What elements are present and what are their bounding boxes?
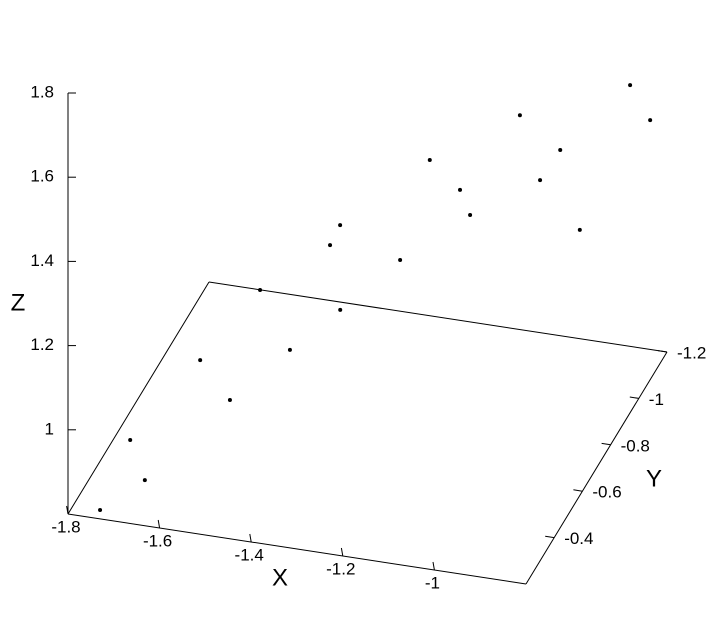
y-tick-label: -0.6 (592, 483, 621, 502)
z-tick-label: 1.6 (30, 167, 54, 186)
point (198, 358, 203, 363)
x-tick (66, 505, 69, 515)
base-left-edge (67, 281, 210, 515)
point (458, 187, 463, 192)
y-tick-label: -1 (649, 390, 664, 409)
point (628, 83, 633, 88)
y-tick (657, 350, 668, 353)
y-tick (601, 442, 611, 446)
point (258, 288, 263, 293)
x-tick-label: -1.8 (51, 517, 80, 536)
y-tick (629, 396, 639, 399)
y-tick-label: -1.2 (677, 343, 706, 362)
x-tick (157, 519, 161, 529)
point (338, 307, 343, 312)
point (98, 508, 103, 513)
z-tick-label: 1.2 (30, 335, 54, 354)
point (538, 178, 543, 183)
x-tick (432, 561, 435, 571)
x-tick (340, 547, 344, 557)
point (328, 243, 333, 248)
base-back-edge (208, 281, 668, 353)
point (142, 478, 147, 483)
x-tick-label: -1.4 (235, 545, 264, 564)
z-tick-label: 1 (45, 419, 54, 438)
point (558, 147, 563, 152)
x-axis-line (67, 513, 527, 585)
x-tick-label: -1.6 (143, 531, 172, 550)
y-tick-label: -0.8 (621, 436, 650, 455)
point (517, 113, 522, 118)
point (227, 398, 232, 403)
point (287, 347, 292, 352)
x-tick-label: -1.2 (326, 559, 355, 578)
z-tick-label: 1.4 (30, 251, 54, 270)
point (468, 213, 473, 218)
point (128, 438, 133, 443)
y-tick (573, 489, 583, 492)
y-tick-label: -0.4 (564, 529, 593, 548)
point (577, 227, 582, 232)
point (398, 257, 403, 262)
z-axis-label: Z (11, 289, 26, 316)
x-tick (249, 533, 252, 543)
point (648, 118, 653, 123)
z-tick-label: 1.8 (30, 82, 54, 101)
point (427, 158, 432, 163)
x-tick-label: -1 (425, 573, 440, 592)
y-tick (545, 535, 555, 539)
y-axis-label: Y (646, 465, 662, 492)
y-axis-line (525, 351, 668, 585)
point (338, 223, 343, 228)
x-axis-label: X (272, 564, 288, 591)
